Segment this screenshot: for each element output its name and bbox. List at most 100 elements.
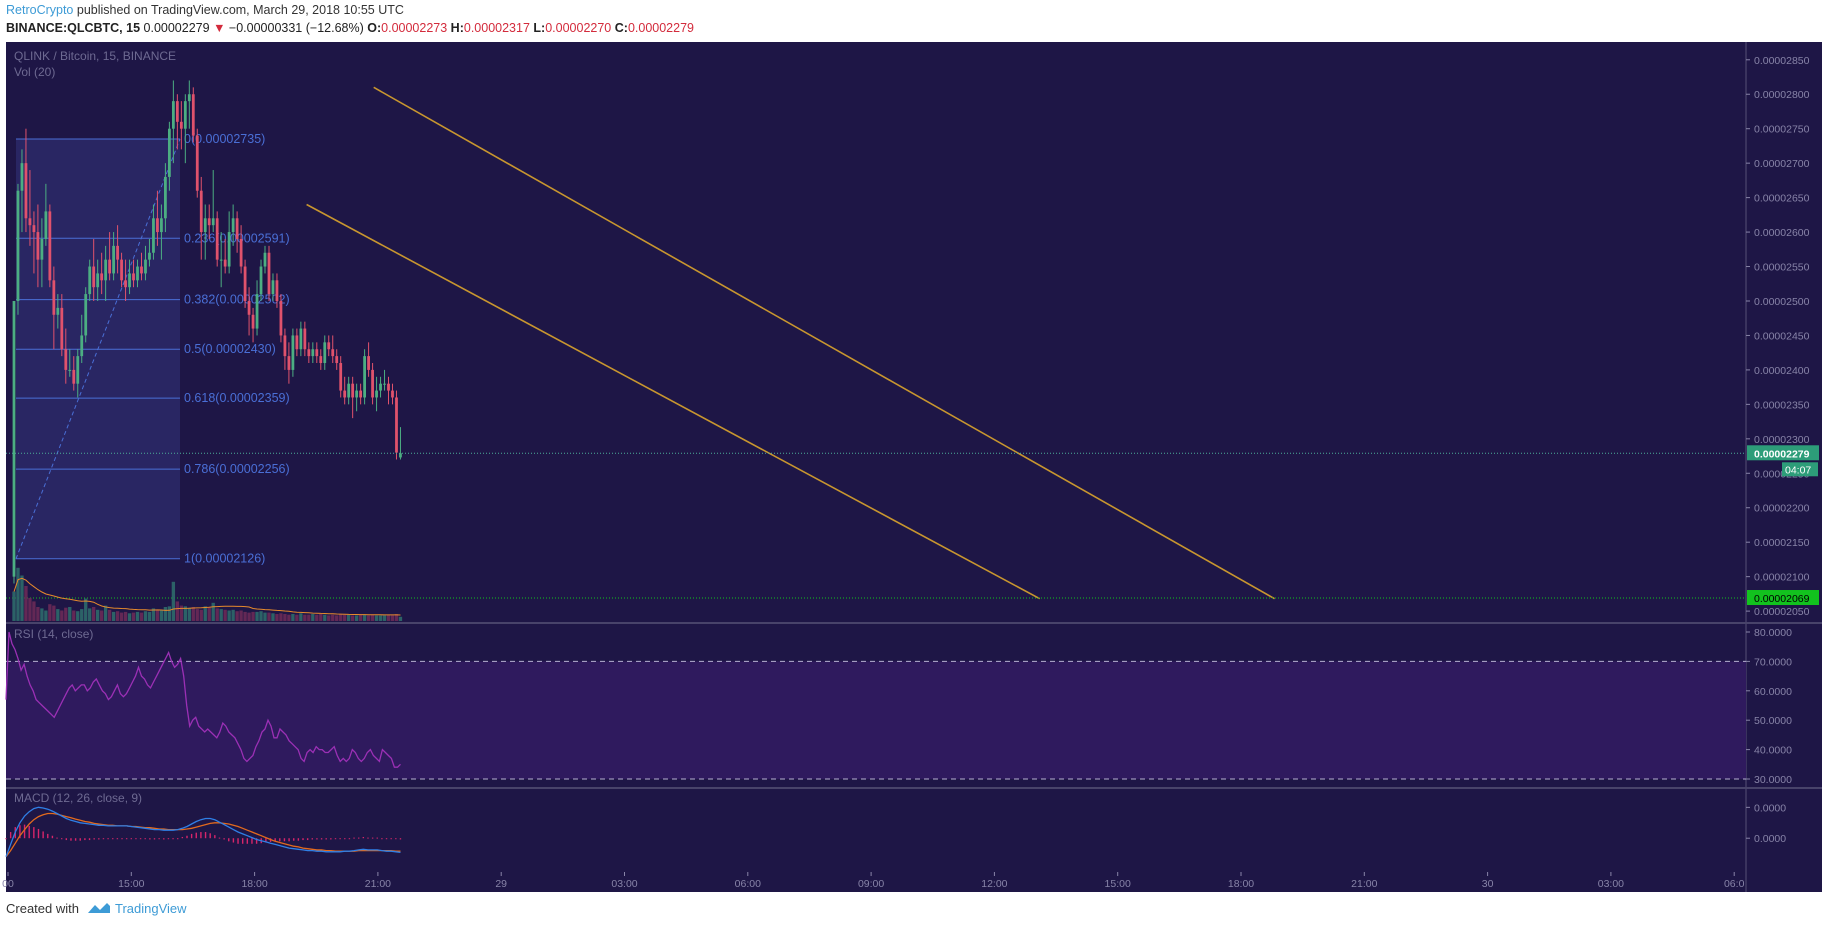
price-tick-label: 0.00002300 <box>1754 434 1810 446</box>
candle-down <box>60 307 64 350</box>
low-value: 0.00002270 <box>545 21 612 35</box>
candle-down <box>207 218 211 226</box>
volume-bar <box>394 614 399 621</box>
candle-up <box>355 390 359 398</box>
price-tick-label: 0.00002100 <box>1754 572 1810 584</box>
high-value: 0.00002317 <box>463 21 530 35</box>
macd-histogram-bar <box>51 835 54 839</box>
macd-histogram-bar <box>228 838 230 842</box>
macd-histogram-bar <box>241 838 244 844</box>
time-tick-label: 12:00 <box>981 878 1007 890</box>
price-tick-label: 0.00002050 <box>1754 606 1810 618</box>
macd-histogram-bar <box>320 838 323 840</box>
volume-bar <box>374 615 379 621</box>
candle-down <box>100 273 104 281</box>
tradingview-logo-icon <box>87 903 110 913</box>
volume-bar <box>107 609 112 621</box>
candle-up <box>144 259 147 274</box>
volume-bar <box>68 607 72 621</box>
volume-bar <box>203 606 207 621</box>
macd-histogram-bar <box>302 838 304 841</box>
time-tick-label: 15:00 <box>118 878 144 890</box>
current-price-label: 0.00002279 <box>1754 448 1810 460</box>
rsi-tick-label: 60.0000 <box>1754 686 1792 698</box>
price-tick-label: 0.00002600 <box>1754 227 1810 239</box>
candle-down <box>132 273 135 281</box>
rsi-tick-label: 30.0000 <box>1754 774 1792 786</box>
macd-line <box>5 806 401 857</box>
macd-histogram-bar <box>325 838 327 840</box>
macd-tick-label: 0.0000 <box>1754 833 1786 845</box>
volume-bar <box>311 614 315 621</box>
macd-histogram-bar <box>390 838 392 840</box>
volume-bar <box>36 607 40 621</box>
candle-up <box>291 335 295 370</box>
candle-down <box>295 335 299 350</box>
volume-bar <box>207 607 211 621</box>
time-axis <box>6 872 1822 892</box>
channel-lower-line <box>306 203 1041 600</box>
volume-bar <box>398 616 403 621</box>
rsi-title: RSI (14, close) <box>14 627 93 641</box>
time-tick-label: 30 <box>1482 878 1494 890</box>
volume-bar <box>215 608 219 621</box>
volume-bar <box>187 607 191 621</box>
candle-down <box>28 218 32 226</box>
macd-histogram-bar <box>177 838 179 840</box>
volume-bar <box>44 610 48 621</box>
high-label: H: <box>450 21 464 35</box>
candle-down <box>72 369 76 384</box>
volume-ma-line <box>13 577 401 616</box>
candle-down <box>199 190 203 233</box>
volume-bar <box>279 613 283 621</box>
fib-level-label: 0.5(0.00002430) <box>184 342 276 356</box>
candle-up <box>104 259 108 281</box>
macd-histogram-bar <box>33 827 35 839</box>
macd-histogram-bar <box>316 838 318 840</box>
rsi-tick-label: 50.0000 <box>1754 715 1792 727</box>
candle-up <box>152 218 155 253</box>
candle-up <box>183 101 187 129</box>
volume-bar <box>366 615 371 621</box>
volume-bar <box>354 615 359 621</box>
volume-bar <box>263 612 267 621</box>
author-link[interactable]: RetroCrypto <box>6 3 74 17</box>
candle-down <box>32 225 36 233</box>
price-chart[interactable]: 0(0.00002735)0.236(0.00002591)0.382(0.00… <box>0 42 1822 892</box>
volume-bar <box>315 614 319 621</box>
volume-bar <box>131 612 136 621</box>
volume-bar <box>159 609 164 621</box>
volume-bar <box>319 614 323 621</box>
volume-bar <box>231 609 235 621</box>
candle-down <box>351 383 355 398</box>
volume-bar <box>271 613 275 621</box>
tradingview-link[interactable]: TradingView <box>114 900 187 916</box>
macd-histogram-bar <box>9 832 12 839</box>
volume-bar <box>323 614 327 621</box>
macd-histogram-bar <box>56 837 58 839</box>
macd-histogram-bar <box>237 838 239 844</box>
time-tick-label: 06:0 <box>1724 878 1745 890</box>
volume-bar <box>155 610 160 621</box>
macd-histogram-bar <box>371 837 374 839</box>
candle-down <box>191 94 195 136</box>
candle-down <box>48 211 52 281</box>
volume-bar <box>139 612 144 621</box>
candle-down <box>275 280 279 301</box>
volume-bar <box>358 614 363 621</box>
candle-down <box>223 259 227 267</box>
macd-title: MACD (12, 26, close, 9) <box>14 791 142 805</box>
candle-down <box>339 363 343 391</box>
price-tick-label: 0.00002800 <box>1754 89 1810 101</box>
macd-pane <box>6 789 1746 872</box>
candle-down <box>175 101 179 122</box>
price-tick-label: 0.00002750 <box>1754 124 1810 136</box>
macd-signal-line <box>5 812 401 858</box>
volume-bar <box>259 611 263 621</box>
candle-up <box>160 218 163 233</box>
volume-bar <box>346 614 351 621</box>
time-tick-label: 21:00 <box>1351 878 1377 890</box>
candle-down <box>283 335 287 357</box>
candle-up <box>203 218 207 233</box>
price-tick-label: 0.00002350 <box>1754 399 1810 411</box>
